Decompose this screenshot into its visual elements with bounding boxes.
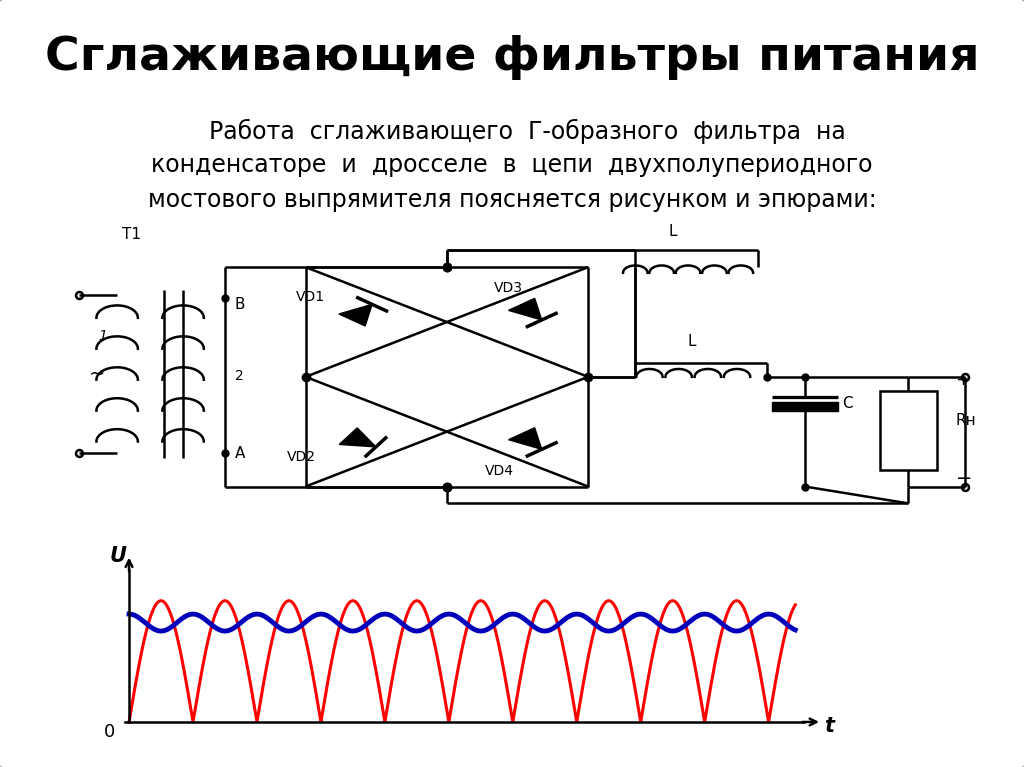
Text: VD3: VD3: [494, 281, 523, 295]
Text: t: t: [823, 716, 834, 736]
Bar: [881, 391, 937, 469]
Polygon shape: [339, 304, 372, 326]
Text: L: L: [669, 224, 677, 239]
Text: L: L: [687, 334, 696, 349]
Polygon shape: [509, 298, 542, 320]
Text: VD1: VD1: [296, 290, 326, 304]
Text: −: −: [955, 469, 972, 488]
Polygon shape: [509, 428, 542, 449]
Text: C: C: [843, 396, 853, 411]
Text: A: A: [234, 446, 246, 462]
Text: B: B: [234, 298, 246, 312]
Text: ~: ~: [89, 364, 105, 384]
Text: Rн: Rн: [955, 413, 976, 428]
Text: Сглаживающие фильтры питания: Сглаживающие фильтры питания: [45, 35, 979, 80]
Text: 1: 1: [98, 329, 108, 344]
Text: VD2: VD2: [287, 450, 315, 464]
Text: T1: T1: [122, 227, 140, 242]
Text: Работа  сглаживающего  Г-образного  фильтра  на: Работа сглаживающего Г-образного фильтра…: [178, 119, 846, 144]
Text: VD4: VD4: [484, 464, 514, 479]
Text: конденсаторе  и  дросселе  в  цепи  двухполупериодного: конденсаторе и дросселе в цепи двухполуп…: [152, 153, 872, 177]
Text: мостового выпрямителя поясняется рисунком и эпюрами:: мостового выпрямителя поясняется рисунко…: [147, 188, 877, 212]
Text: 0: 0: [104, 723, 116, 740]
Text: +: +: [955, 371, 971, 390]
Polygon shape: [339, 428, 376, 447]
Text: 2: 2: [234, 369, 244, 383]
Text: U: U: [110, 546, 127, 566]
